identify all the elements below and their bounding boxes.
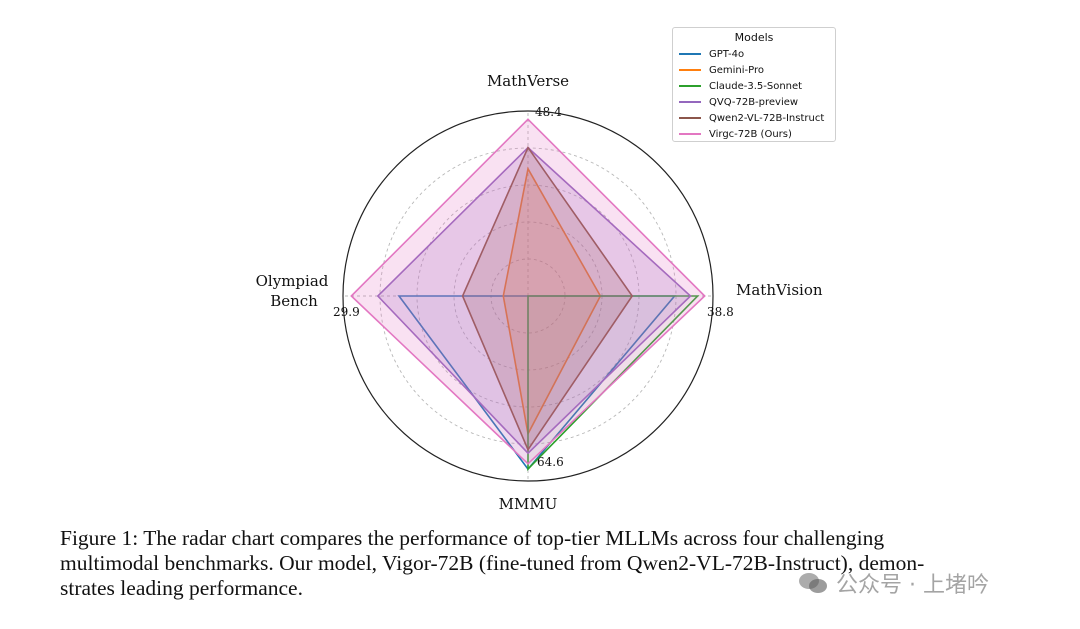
series-qwen2-vl-72b-instruct [461, 145, 634, 452]
legend-label: QVQ-72B-preview [709, 96, 799, 108]
axis-label-mmmu: MMMU [499, 495, 558, 513]
outer-circle [342, 110, 714, 482]
max-label-mathverse: 48.4 [535, 105, 562, 119]
legend-swatch [679, 69, 701, 71]
axis-label-mathverse: MathVerse [487, 72, 569, 90]
watermark: 公众号 · 上堵吟 [798, 567, 989, 599]
series-virgc-72b-ours [350, 118, 706, 465]
caption-line: multimodal benchmarks. Our model, Vigor-… [60, 551, 925, 575]
legend-swatch [679, 133, 701, 135]
legend-item-qwen2: Qwen2-VL-72B-Instruct [673, 110, 835, 126]
legend: Models GPT-4o Gemini-Pro Claude-3.5-Sonn… [672, 27, 836, 142]
legend-item-claude: Claude-3.5-Sonnet [673, 78, 835, 94]
caption-line: strates leading performance. [60, 576, 303, 600]
legend-swatch [679, 117, 701, 119]
legend-swatch [679, 101, 701, 103]
legend-label: Claude-3.5-Sonnet [709, 80, 803, 92]
legend-swatch [679, 85, 701, 87]
axis-label-olympiad: Olympiad [256, 272, 329, 290]
legend-item-qvq: QVQ-72B-preview [673, 94, 835, 110]
legend-label: Virgc-72B (Ours) [709, 128, 792, 140]
wechat-icon [799, 573, 827, 593]
legend-item-gemini-pro: Gemini-Pro [673, 62, 835, 78]
radar-chart: MathVerse MathVision MMMU Olympiad Bench… [256, 72, 823, 513]
legend-label: Gemini-Pro [709, 64, 765, 76]
series-qvq-72b-preview [376, 146, 692, 455]
max-label-mathvision: 38.8 [707, 305, 734, 319]
legend-title: Models [734, 31, 774, 44]
caption-line: Figure 1: The radar chart compares the p… [60, 526, 885, 550]
max-label-mmmu: 64.6 [537, 455, 564, 469]
axis-label-bench: Bench [270, 292, 318, 310]
legend-item-gpt4o: GPT-4o [673, 46, 835, 62]
radar-series [350, 118, 706, 472]
figure-caption: Figure 1: The radar chart compares the p… [60, 526, 1050, 601]
legend-label: GPT-4o [709, 48, 745, 60]
legend-item-virgc: Virgc-72B (Ours) [673, 126, 835, 142]
legend-swatch [679, 53, 701, 55]
axis-label-mathvision: MathVision [736, 281, 823, 299]
max-label-olympiad: 29.9 [333, 305, 360, 319]
watermark-text: 公众号 · 上堵吟 [836, 573, 989, 598]
legend-label: Qwen2-VL-72B-Instruct [709, 112, 825, 124]
